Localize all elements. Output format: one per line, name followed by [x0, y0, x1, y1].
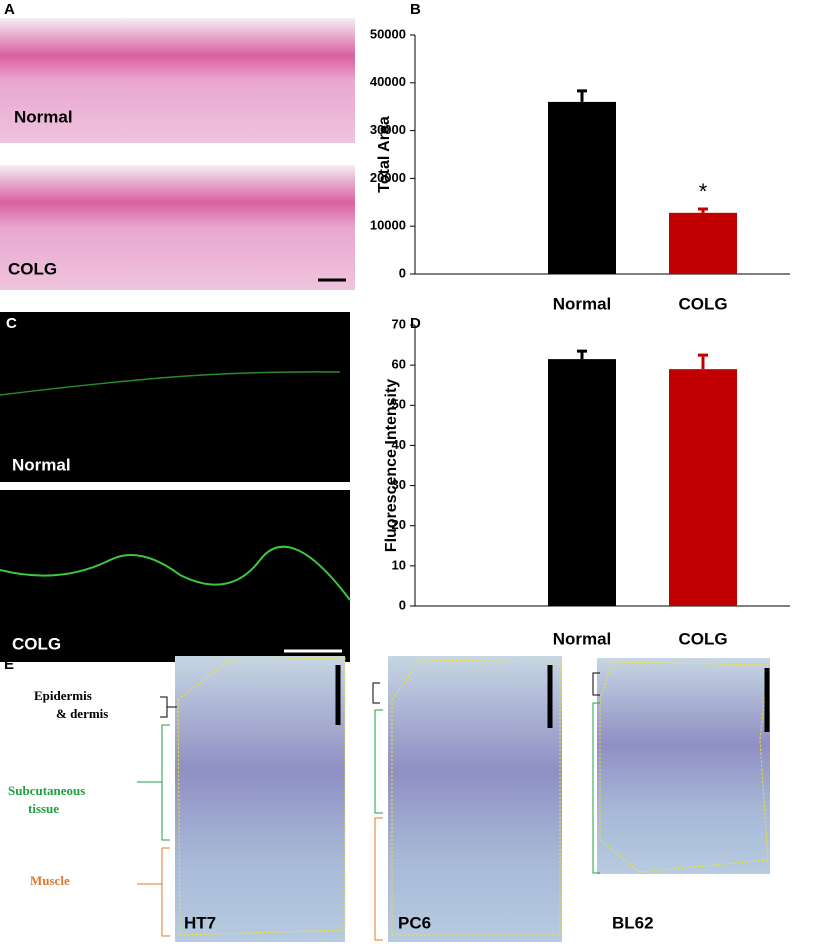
- panel-label: A: [4, 1, 15, 18]
- panel-label: B: [410, 1, 421, 18]
- y-tick-label: 30000: [370, 122, 406, 137]
- x-tick-label: COLG: [678, 294, 727, 313]
- error-bar: [698, 207, 708, 213]
- bracket: [137, 847, 170, 937]
- x-tick-label: Normal: [553, 294, 612, 313]
- bar: [548, 359, 616, 606]
- y-tick-label: 40: [392, 437, 406, 452]
- image-label: COLG: [12, 634, 61, 653]
- panel-label: D: [410, 315, 421, 332]
- y-tick-label: 30: [392, 477, 406, 492]
- x-tick-label: Normal: [553, 629, 612, 648]
- micrograph: [0, 490, 350, 662]
- y-tick-label: 10: [392, 557, 406, 572]
- panel-label: E: [4, 656, 14, 673]
- bracket: [592, 702, 600, 874]
- layer-label: Epidermis: [34, 688, 92, 703]
- bracket: [592, 672, 600, 696]
- panel-label: C: [6, 315, 17, 332]
- micrograph: [0, 165, 355, 290]
- micrograph: [0, 18, 355, 143]
- y-tick-label: 20: [392, 517, 406, 532]
- y-tick-label: 20000: [370, 170, 406, 185]
- image-label: Normal: [14, 107, 73, 126]
- y-tick-label: 50000: [370, 26, 406, 41]
- error-bar: [698, 353, 708, 370]
- bar: [669, 212, 737, 274]
- bar: [669, 369, 737, 606]
- roi: [599, 661, 769, 873]
- bracket: [137, 724, 170, 841]
- y-tick-label: 10000: [370, 218, 406, 233]
- y-tick-label: 0: [399, 597, 406, 612]
- y-tick-label: 70: [392, 316, 406, 331]
- image-label: Normal: [12, 455, 71, 474]
- bar: [548, 101, 616, 274]
- signal: [0, 371, 341, 396]
- roi: [391, 659, 561, 936]
- micrograph: [597, 658, 770, 874]
- layer-label: tissue: [28, 801, 59, 816]
- signal: [0, 545, 351, 601]
- y-tick-label: 60: [392, 357, 406, 372]
- layer-label: Subcutaneous: [8, 783, 85, 798]
- error-bar: [577, 89, 587, 102]
- bracket: [374, 709, 383, 814]
- y-axis-label: Total Area: [376, 116, 393, 193]
- micrograph: [175, 656, 345, 942]
- y-tick-label: 40000: [370, 74, 406, 89]
- layer-label: & dermis: [56, 706, 108, 721]
- image-label: BL62: [612, 913, 654, 932]
- y-tick-label: 0: [399, 265, 406, 280]
- y-axis-label: Fluorescence Intensity: [383, 379, 400, 552]
- micrograph: [0, 312, 350, 482]
- bracket: [374, 817, 383, 941]
- image-label: COLG: [8, 259, 57, 278]
- layer-label: Muscle: [30, 873, 70, 888]
- image-label: HT7: [184, 913, 216, 932]
- roi: [177, 657, 346, 936]
- annotation: *: [699, 179, 708, 204]
- y-tick-label: 50: [392, 397, 406, 412]
- image-label: PC6: [398, 913, 431, 932]
- bracket: [160, 696, 177, 718]
- error-bar: [577, 349, 587, 360]
- micrograph: [388, 656, 562, 942]
- x-tick-label: COLG: [678, 629, 727, 648]
- bracket: [372, 682, 380, 704]
